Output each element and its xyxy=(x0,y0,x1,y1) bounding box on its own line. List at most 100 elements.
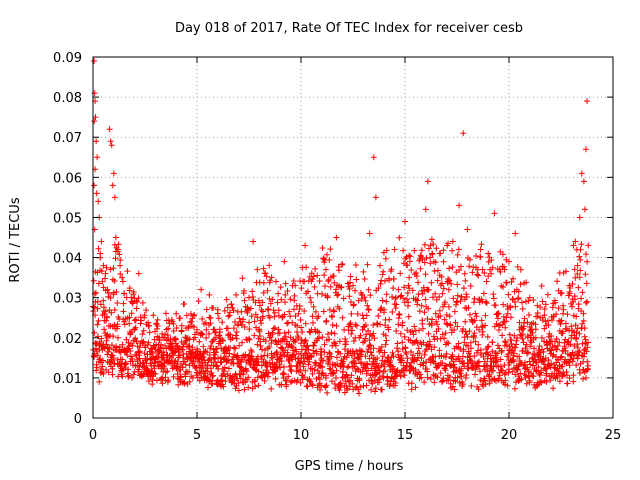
data-point xyxy=(447,322,454,329)
data-point xyxy=(554,342,561,349)
data-point xyxy=(446,265,453,272)
data-point xyxy=(488,270,495,277)
data-point xyxy=(229,356,236,363)
data-point xyxy=(508,340,515,347)
data-point xyxy=(288,362,295,369)
data-point xyxy=(421,379,428,386)
data-point xyxy=(570,372,577,379)
data-point xyxy=(361,275,368,282)
data-point xyxy=(135,366,142,373)
data-point xyxy=(198,330,205,337)
data-point xyxy=(421,288,428,295)
data-point xyxy=(271,309,278,316)
data-point xyxy=(135,270,142,277)
data-point xyxy=(123,360,130,367)
data-point xyxy=(442,354,449,361)
data-point xyxy=(266,344,273,351)
data-point xyxy=(538,379,545,386)
data-point xyxy=(143,307,150,314)
data-point xyxy=(151,365,158,372)
data-point xyxy=(512,230,519,237)
y-tick-label: 0.07 xyxy=(53,131,82,146)
data-point xyxy=(395,348,402,355)
data-point xyxy=(183,312,190,319)
y-tick-label: 0.04 xyxy=(53,252,82,267)
data-point xyxy=(382,368,389,375)
data-point xyxy=(390,285,397,292)
data-point xyxy=(352,334,359,341)
x-tick-label: 5 xyxy=(193,428,201,443)
data-point xyxy=(319,363,326,370)
data-point xyxy=(177,352,184,359)
data-point xyxy=(477,253,484,260)
data-point xyxy=(374,355,381,362)
data-point xyxy=(422,271,429,278)
data-point xyxy=(507,314,514,321)
data-point xyxy=(538,334,545,341)
data-point xyxy=(574,355,581,362)
data-point xyxy=(317,386,324,393)
data-point xyxy=(294,377,301,384)
data-point xyxy=(414,340,421,347)
data-point xyxy=(394,345,401,352)
data-point xyxy=(110,265,117,272)
data-point xyxy=(267,277,274,284)
data-point xyxy=(431,268,438,275)
data-point xyxy=(540,338,547,345)
data-point xyxy=(258,353,265,360)
data-point xyxy=(126,285,133,292)
data-point xyxy=(521,315,528,322)
data-point xyxy=(540,348,547,355)
data-point xyxy=(363,382,370,389)
data-point xyxy=(186,378,193,385)
data-point xyxy=(424,178,431,185)
data-point xyxy=(475,386,482,393)
data-point xyxy=(419,325,426,332)
data-point xyxy=(446,277,453,284)
data-point xyxy=(283,320,290,327)
data-point xyxy=(92,289,99,296)
data-point xyxy=(388,266,395,273)
y-tick-label: 0.08 xyxy=(53,91,82,106)
data-point xyxy=(248,313,255,320)
data-point xyxy=(200,343,207,350)
data-point xyxy=(492,302,499,309)
data-point xyxy=(151,336,158,343)
data-point xyxy=(497,363,504,370)
data-point xyxy=(319,291,326,298)
data-point xyxy=(100,297,107,304)
data-point xyxy=(449,353,456,360)
data-point xyxy=(188,357,195,364)
data-point xyxy=(549,353,556,360)
data-point xyxy=(421,259,428,266)
data-point xyxy=(382,332,389,339)
data-point xyxy=(113,343,120,350)
data-point xyxy=(283,377,290,384)
y-tick-label: 0.09 xyxy=(53,51,82,66)
data-point xyxy=(274,365,281,372)
data-point xyxy=(529,355,536,362)
data-point xyxy=(580,310,587,317)
data-point xyxy=(411,247,418,254)
data-point xyxy=(164,368,171,375)
data-point xyxy=(466,350,473,357)
data-point xyxy=(367,342,374,349)
data-point xyxy=(425,305,432,312)
data-point xyxy=(162,310,169,317)
data-point xyxy=(188,318,195,325)
data-point xyxy=(461,270,468,277)
data-point xyxy=(114,323,121,330)
data-point xyxy=(117,349,124,356)
data-point xyxy=(445,240,452,247)
data-point xyxy=(416,350,423,357)
data-point xyxy=(577,256,584,263)
data-point xyxy=(395,321,402,328)
data-point xyxy=(523,341,530,348)
data-point xyxy=(377,262,384,269)
data-point xyxy=(489,348,496,355)
data-point xyxy=(356,377,363,384)
data-point xyxy=(332,342,339,349)
data-point xyxy=(462,318,469,325)
data-point xyxy=(510,275,517,282)
data-point xyxy=(340,358,347,365)
